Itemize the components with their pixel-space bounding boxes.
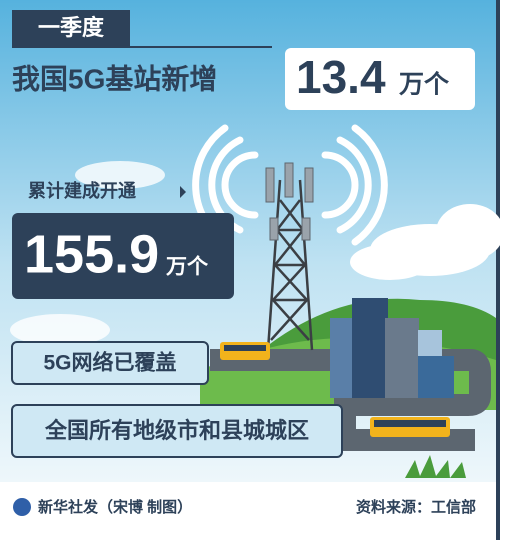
cumulative-value: 155.9 [24, 224, 159, 284]
new-value: 13.4 [296, 51, 386, 103]
cumulative-unit: 万个 [165, 256, 209, 279]
headline: 我国5G基站新增 [12, 63, 217, 94]
edge [496, 0, 500, 540]
logo [13, 498, 31, 516]
credit: 新华社发（宋博 制图） [38, 498, 192, 516]
cumulative-label: 累计建成开通 [28, 180, 136, 201]
coverage-label: 5G网络已覆盖 [43, 351, 176, 375]
period: 一季度 [38, 15, 105, 40]
coverage-scope: 全国所有地级市和县城城区 [44, 418, 309, 443]
source: 资料来源：工信部 [356, 498, 476, 516]
infographic: 一季度 我国5G基站新增 13.4 万个 累计建成开通 155.9 万个 5G网… [0, 0, 509, 540]
page: 一季度 我国5G基站新增 13.4 万个 累计建成开通 155.9 万个 5G网… [0, 0, 509, 540]
new-unit: 万个 [399, 71, 450, 99]
